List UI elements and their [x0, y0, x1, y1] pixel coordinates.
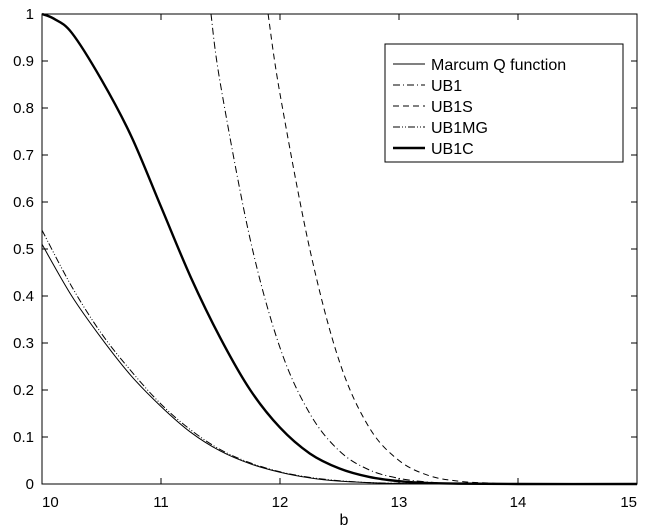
series-line-ub1mg [41, 229, 638, 485]
x-tick-label: 14 [510, 494, 527, 511]
x-axis-label: b [340, 512, 349, 529]
y-tick-label: 0.6 [13, 194, 34, 211]
x-tick-label: 15 [620, 494, 637, 511]
series-line-ub1 [210, 13, 638, 485]
series-layer [41, 12, 638, 486]
legend-label: UB1C [431, 141, 474, 158]
x-tick-label: 11 [153, 494, 169, 511]
y-tick-label: 0.9 [13, 53, 34, 70]
y-tick-label: 1 [26, 6, 34, 23]
legend-label: UB1 [431, 78, 462, 95]
y-tick-label: 0.3 [13, 335, 34, 352]
legend-label: UB1S [431, 99, 473, 116]
legend: Marcum Q function UB1 UB1S UB1MG UB1C [384, 43, 624, 163]
series-line-ub1c [41, 12, 638, 486]
x-tick-label: 10 [42, 494, 59, 511]
x-axis: 10 11 12 13 14 15 [41, 14, 638, 511]
y-tick-label: 0.5 [13, 241, 34, 258]
series-line-marcum-q-function [41, 244, 638, 485]
y-tick-label: 0.8 [13, 100, 34, 117]
legend-label: UB1MG [431, 120, 488, 137]
y-axis: 0 0.1 0.2 0.3 0.4 0.5 0.6 0.7 0.8 0.9 1 [13, 6, 637, 493]
x-tick-label: 12 [272, 494, 289, 511]
x-tick-label: 13 [391, 494, 408, 511]
y-tick-label: 0.7 [13, 147, 34, 164]
y-tick-label: 0 [26, 476, 34, 493]
y-tick-label: 0.4 [13, 288, 34, 305]
y-tick-label: 0.2 [13, 382, 34, 399]
y-tick-label: 0.1 [13, 429, 34, 446]
legend-label: Marcum Q function [431, 57, 566, 74]
